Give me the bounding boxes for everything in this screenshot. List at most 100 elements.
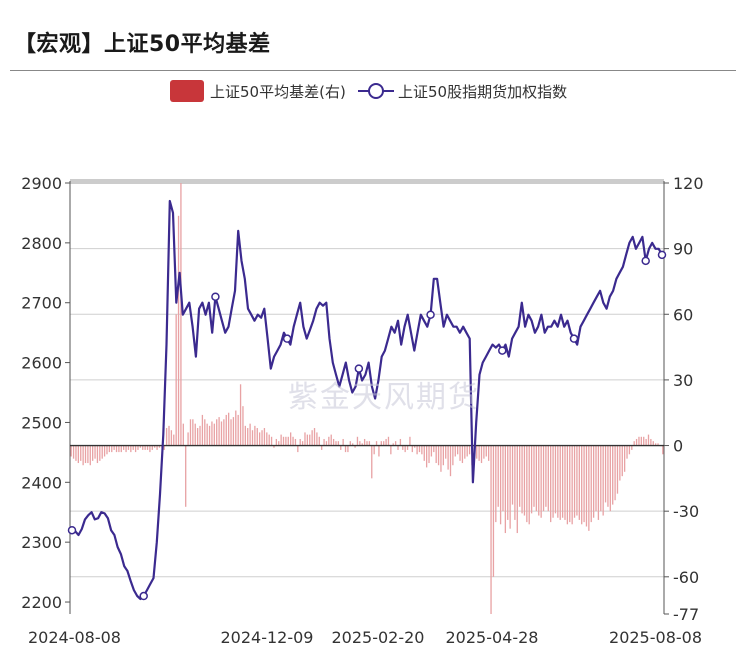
basis-bar [196,428,199,446]
basis-bar [72,445,75,459]
basis-bar [397,445,399,450]
basis-bar [519,445,521,507]
basis-bar [70,445,72,457]
basis-bar [170,430,173,446]
basis-bar [521,445,523,514]
basis-bar [488,445,490,461]
basis-bar [180,183,182,446]
basis-bar [299,438,301,446]
basis-bar [373,445,375,455]
left-tick-label: 2500 [21,413,62,432]
basis-bar [385,438,387,446]
basis-bar [550,445,552,523]
legend-item-basis[interactable]: 上证50平均基差(右) [170,80,346,102]
basis-bar [573,445,576,518]
basis-bar [142,445,144,450]
basis-bar [304,432,306,446]
basis-bar [290,432,292,446]
basis-bar [447,445,449,470]
basis-bar [502,445,504,512]
index-marker [67,525,77,535]
x-tick-label: 2025-02-20 [332,628,425,647]
basis-bar [645,438,647,446]
basis-bar [378,445,380,457]
basis-bar [635,438,638,446]
legend-item-index[interactable]: 上证50股指期货加权指数 [358,80,567,102]
basis-bar [392,443,394,446]
basis-bar [173,434,175,446]
basis-bar [130,445,132,453]
basis-bar [273,445,275,448]
basis-bar [216,419,218,446]
basis-bar [306,434,309,446]
basis-bar [583,445,585,523]
basis-bar [499,445,502,525]
basis-bar [158,445,161,448]
basis-bar [242,406,244,446]
basis-bar [325,441,328,446]
basis-bar [211,421,213,446]
basis-bar [80,445,82,461]
basis-bar [614,445,616,501]
basis-bar [650,438,652,446]
basis-bar [92,445,94,461]
basis-bar [456,445,459,455]
basis-bar [588,445,590,531]
basis-bar [592,445,595,518]
basis-bar [239,384,242,446]
basis-bar [414,445,416,448]
basis-bar [578,445,580,520]
basis-bar [478,445,480,461]
basis-bar [411,445,413,453]
basis-bar [103,445,106,457]
basis-bar [418,445,421,453]
basis-bar [509,445,511,529]
basis-bar [526,445,528,523]
left-tick-label: 2300 [21,533,62,552]
basis-bar [406,445,409,450]
basis-bar [387,436,390,446]
basis-bar [89,445,91,466]
basis-bar [602,445,604,516]
basis-bar [247,428,249,446]
basis-bar [118,445,120,453]
basis-bar [633,441,635,446]
right-tick-label: 60 [673,305,693,324]
basis-bar [120,445,122,453]
basis-bar [225,414,227,446]
basis-bar [115,445,118,453]
basis-bar [101,445,103,459]
basis-bar [399,438,402,446]
basis-bar [182,423,184,446]
x-tick-label: 2024-08-08 [28,628,121,647]
basis-bar [113,445,115,450]
right-tick-label: -77 [673,605,699,624]
basis-bar [335,441,337,446]
basis-bar [132,445,134,450]
basis-bar [189,419,192,446]
basis-bar [232,417,235,446]
basis-bar [244,425,246,446]
title-divider [10,70,736,71]
index-line [71,199,663,601]
basis-bar [657,443,659,446]
basis-bar [344,445,347,453]
x-tick-label: 2024-12-09 [221,628,314,647]
basis-bar [165,428,168,446]
basis-bar [409,436,411,446]
index-marker [282,334,292,343]
left-tick-label: 2700 [21,294,62,313]
basis-bar [638,436,640,446]
basis-bar [194,423,196,446]
basis-bar [154,445,156,448]
basis-bar [383,441,385,446]
basis-bar [84,445,87,464]
left-tick-label: 2800 [21,234,62,253]
basis-bar [340,445,342,450]
basis-bar [597,445,600,520]
basis-bar [349,441,351,446]
basis-bar [313,428,316,446]
basis-bar [545,445,547,507]
right-tick-label: 120 [673,174,704,193]
basis-bar [437,445,440,466]
